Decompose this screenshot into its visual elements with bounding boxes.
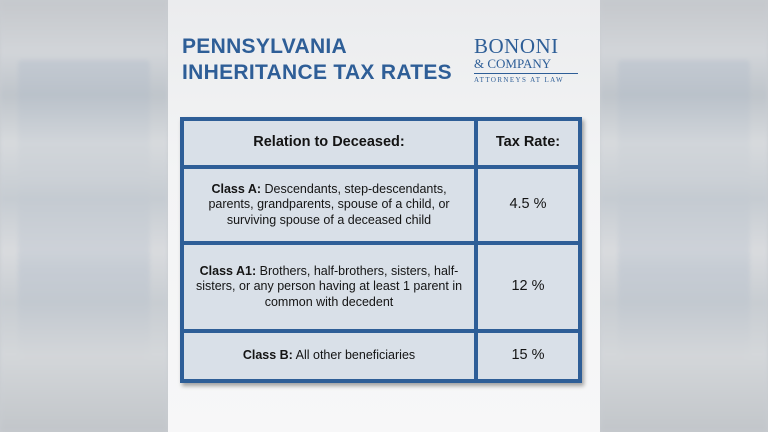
blurred-backdrop-left (0, 0, 168, 432)
tax-rate-table: Relation to Deceased: Tax Rate: Class A:… (180, 117, 582, 383)
table-row: Class B: All other beneficiaries 15 % (182, 331, 580, 381)
title-line-1: PENNSYLVANIA (182, 35, 348, 58)
infographic-card: PENNSYLVANIA INHERITANCE TAX RATES BONON… (168, 0, 600, 432)
title-line-2: INHERITANCE TAX RATES (182, 61, 452, 84)
class-label: Class A: (211, 181, 262, 196)
header-tax-rate: Tax Rate: (476, 119, 580, 167)
class-description: Descendants, step-descendants, parents, … (208, 181, 450, 227)
rate-cell: 4.5 % (476, 167, 580, 243)
company-logo: BONONI & COMPANY ATTORNEYS AT LAW (474, 35, 598, 85)
logo-tagline: ATTORNEYS AT LAW (474, 73, 578, 85)
header-relation: Relation to Deceased: (182, 119, 476, 167)
class-label: Class B: (242, 348, 293, 363)
logo-company: & COMPANY (474, 56, 552, 71)
table-row: Class A: Descendants, step-descendants, … (182, 167, 580, 243)
class-description: All other beneficiaries (292, 348, 416, 363)
rate-cell: 15 % (476, 331, 580, 381)
rate-cell: 12 % (476, 243, 580, 331)
table-row: Class A1: Brothers, half-brothers, siste… (182, 243, 580, 331)
logo-name: BONONI (474, 34, 559, 58)
class-description: Brothers, half-brothers, sisters, half-s… (195, 263, 463, 309)
relation-cell: Class B: All other beneficiaries (182, 331, 476, 381)
table-header-row: Relation to Deceased: Tax Rate: (182, 119, 580, 167)
page-title: PENNSYLVANIA INHERITANCE TAX RATES (182, 34, 482, 86)
relation-cell: Class A: Descendants, step-descendants, … (182, 167, 476, 243)
class-label: Class A1: (199, 263, 257, 278)
blurred-backdrop-right (600, 0, 768, 432)
relation-cell: Class A1: Brothers, half-brothers, siste… (182, 243, 476, 331)
